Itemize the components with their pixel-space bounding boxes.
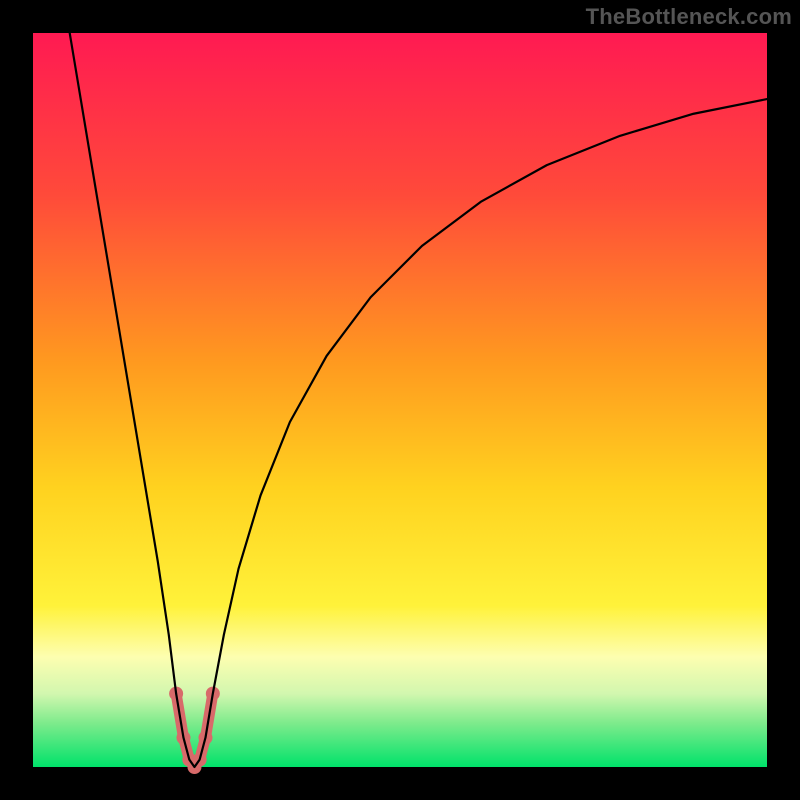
watermark-text: TheBottleneck.com — [586, 4, 792, 30]
plot-background — [33, 33, 767, 767]
figure-container: TheBottleneck.com — [0, 0, 800, 800]
chart-svg — [0, 0, 800, 800]
